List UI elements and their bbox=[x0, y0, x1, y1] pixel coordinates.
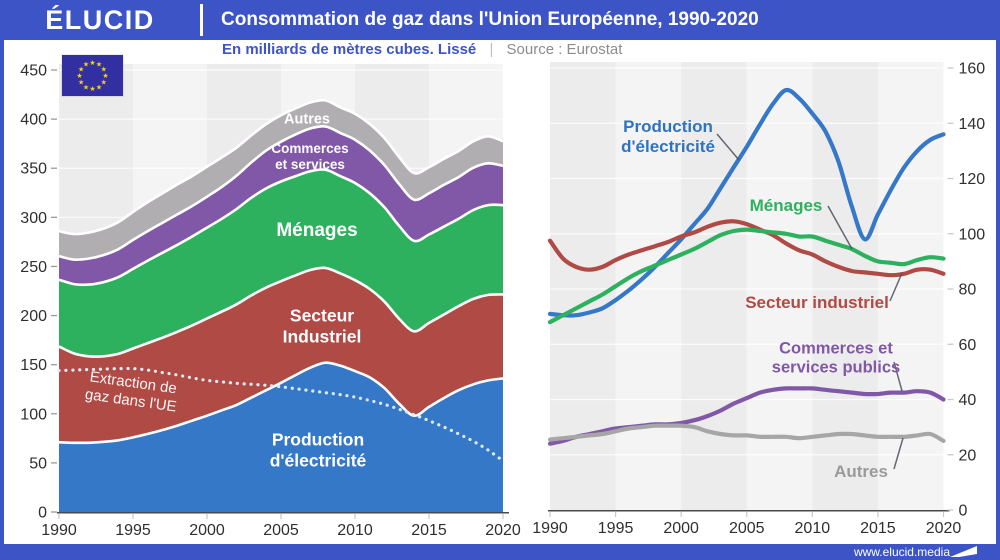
line-label-autres: Autres bbox=[834, 461, 888, 481]
elucid-logo: ÉLUCID bbox=[45, 4, 155, 35]
svg-text:0: 0 bbox=[38, 505, 47, 522]
svg-text:★: ★ bbox=[96, 61, 102, 69]
svg-text:★: ★ bbox=[83, 61, 89, 69]
subtitle-separator: | bbox=[489, 41, 494, 58]
svg-text:200: 200 bbox=[20, 308, 47, 325]
line-label-menages: Ménages bbox=[749, 195, 823, 215]
area-label-secteur: Secteur Industriel bbox=[282, 305, 362, 346]
svg-text:2020: 2020 bbox=[485, 522, 521, 539]
page-title: Consommation de gaz dans l'Union Europée… bbox=[221, 9, 759, 30]
svg-text:160: 160 bbox=[959, 61, 986, 78]
svg-text:1995: 1995 bbox=[115, 522, 151, 539]
svg-text:2010: 2010 bbox=[337, 522, 373, 539]
svg-text:2020: 2020 bbox=[926, 520, 962, 537]
svg-text:★: ★ bbox=[102, 72, 108, 80]
svg-text:2005: 2005 bbox=[263, 522, 299, 539]
svg-text:1995: 1995 bbox=[598, 520, 634, 537]
svg-text:2000: 2000 bbox=[663, 520, 699, 537]
svg-text:★: ★ bbox=[78, 79, 84, 87]
svg-text:★: ★ bbox=[89, 59, 95, 67]
svg-text:40: 40 bbox=[959, 392, 977, 409]
svg-text:50: 50 bbox=[29, 455, 47, 472]
svg-text:2005: 2005 bbox=[729, 520, 765, 537]
svg-text:300: 300 bbox=[20, 210, 47, 227]
line-label-production: Production d'électricité bbox=[621, 116, 715, 156]
svg-text:120: 120 bbox=[959, 171, 986, 188]
subtitle-source: Source : Eurostat bbox=[506, 41, 623, 58]
paper-plane-icon bbox=[950, 546, 977, 557]
svg-text:★: ★ bbox=[76, 72, 82, 80]
svg-text:★: ★ bbox=[78, 66, 84, 74]
svg-text:2015: 2015 bbox=[860, 520, 896, 537]
subtitle: En milliards de mètres cubes. Lissé | So… bbox=[222, 41, 622, 59]
area-label-production: Production d'électricité bbox=[269, 429, 367, 470]
footer-url: www.elucid.media bbox=[853, 545, 950, 559]
svg-text:80: 80 bbox=[959, 282, 977, 299]
svg-text:250: 250 bbox=[20, 259, 47, 276]
svg-text:400: 400 bbox=[20, 112, 47, 129]
svg-text:100: 100 bbox=[20, 406, 47, 423]
line-label-secteur: Secteur industriel bbox=[745, 292, 889, 312]
svg-text:0: 0 bbox=[959, 503, 968, 520]
header-separator bbox=[200, 4, 203, 36]
svg-text:20: 20 bbox=[959, 447, 977, 464]
svg-text:★: ★ bbox=[101, 79, 107, 87]
eu-flag-icon: ★ ★★ ★★★ ★★★ ★★★ bbox=[62, 55, 123, 96]
svg-text:★: ★ bbox=[83, 83, 89, 91]
area-label-commerces: Commerces et services bbox=[271, 141, 349, 172]
frame-right bbox=[996, 0, 1000, 560]
svg-text:★: ★ bbox=[101, 66, 107, 74]
svg-text:60: 60 bbox=[959, 337, 977, 354]
svg-text:2015: 2015 bbox=[411, 522, 447, 539]
header-bar: ÉLUCID Consommation de gaz dans l'Union … bbox=[0, 0, 1000, 40]
svg-text:★: ★ bbox=[96, 83, 102, 91]
svg-text:2000: 2000 bbox=[189, 522, 225, 539]
subtitle-unit: En milliards de mètres cubes. Lissé bbox=[222, 41, 477, 58]
svg-text:1990: 1990 bbox=[532, 520, 568, 537]
frame-left bbox=[0, 0, 4, 560]
svg-text:450: 450 bbox=[20, 63, 47, 80]
footer-bar: www.elucid.media bbox=[0, 544, 1000, 560]
area-label-menages: Ménages bbox=[276, 219, 358, 241]
svg-text:2010: 2010 bbox=[795, 520, 831, 537]
svg-text:150: 150 bbox=[20, 357, 47, 374]
svg-text:140: 140 bbox=[959, 116, 986, 133]
area-label-autres: Autres bbox=[284, 111, 330, 128]
svg-text:★: ★ bbox=[89, 85, 95, 93]
svg-text:100: 100 bbox=[959, 226, 986, 243]
svg-text:1990: 1990 bbox=[41, 522, 77, 539]
line-label-commerces: Commerces et services publics bbox=[771, 339, 901, 377]
svg-text:350: 350 bbox=[20, 161, 47, 178]
